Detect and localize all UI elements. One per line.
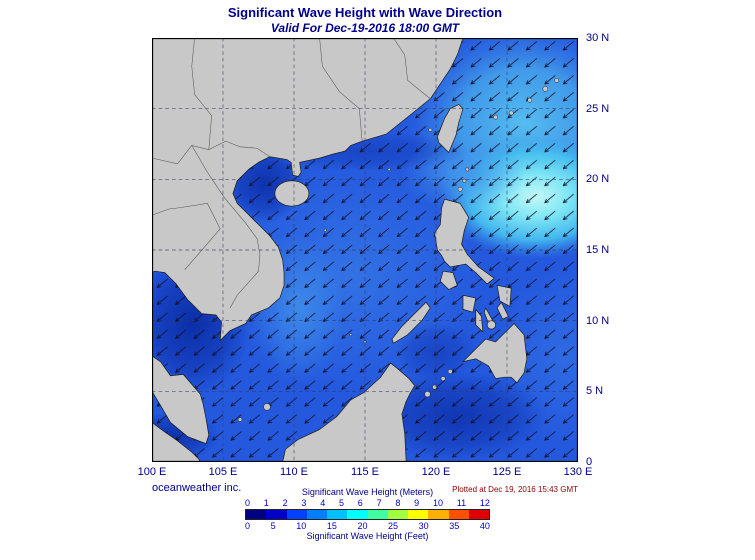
lat-tick-label: 30 N: [586, 32, 610, 44]
colorbar-segment: [468, 510, 489, 519]
colorbar-segment: [266, 510, 287, 519]
lat-tick-label: 5 N: [586, 385, 604, 398]
land-panay: [462, 294, 477, 313]
meters-tick-label: 6: [357, 498, 363, 508]
land-palawan: [391, 301, 431, 344]
feet-tick-label: 5: [270, 521, 276, 531]
meters-tick-label: 7: [376, 498, 382, 508]
credit-text: oceanweather inc.: [152, 482, 242, 494]
land-borneo: [282, 362, 416, 462]
feet-tick-label: 30: [418, 521, 429, 531]
land-malay-peninsula: [152, 355, 210, 444]
land-taiwan: [437, 104, 464, 153]
lon-tick-label: 115 E: [351, 466, 379, 478]
colorbar-segment: [347, 510, 368, 519]
lon-tick-label: 120 E: [421, 466, 451, 478]
lon-tick-label: 100 E: [137, 466, 167, 478]
map-frame-border: [152, 38, 578, 462]
lat-tick-label: 15 N: [586, 244, 610, 256]
colorbar-segment: [367, 510, 388, 519]
land-leyte: [496, 301, 509, 320]
land-sumatra: [152, 422, 201, 462]
legend-feet-ticks: 0 5 10 15 20 25 30 35 40: [245, 521, 490, 531]
colorbar-segment: [408, 510, 429, 519]
lat-tick-label: 0: [586, 456, 593, 468]
feet-tick-label: 15: [326, 521, 337, 531]
feet-tick-label: 10: [296, 521, 307, 531]
land-bohol: [486, 320, 496, 330]
page-subtitle: Valid For Dec-19-2016 18:00 GMT: [270, 21, 460, 35]
meters-tick-label: 4: [320, 498, 326, 508]
meters-tick-label: 12: [479, 498, 490, 508]
plotted-at-text: Plotted at Dec 19, 2016 15:43 GMT: [452, 485, 578, 494]
meters-tick-label: 1: [263, 498, 269, 508]
legend-colorbar: [245, 509, 490, 520]
colorbar-segment: [306, 510, 327, 519]
meters-tick-label: 2: [282, 498, 288, 508]
meters-tick-label: 5: [338, 498, 344, 508]
grid-lines: [152, 38, 578, 462]
legend-meters-label: Significant Wave Height (Meters): [301, 487, 434, 497]
feet-tick-label: 20: [357, 521, 368, 531]
land-samar: [496, 284, 512, 307]
legend-feet-label: Significant Wave Height (Feet): [306, 531, 429, 541]
meters-tick-label: 3: [301, 498, 307, 508]
feet-tick-label: 35: [449, 521, 460, 531]
land-mainland-asia: [152, 38, 464, 341]
colorbar-segment: [327, 510, 348, 519]
feet-tick-label: 25: [388, 521, 399, 531]
map-container: [152, 38, 578, 462]
meters-tick-label: 11: [456, 498, 467, 508]
feet-tick-label: 0: [245, 521, 251, 531]
land-luzon: [434, 198, 495, 285]
legend-meters-ticks: 0 1 2 3 4 5 6 7 8 9 10 11 12: [245, 498, 490, 508]
lon-tick-label: 130 E: [563, 466, 593, 478]
colorbar-segment: [428, 510, 449, 519]
colorbar-segment: [286, 510, 307, 519]
land-small-islands: [237, 78, 560, 422]
lat-tick-label: 25 N: [586, 102, 610, 115]
meters-tick-label: 8: [395, 498, 401, 508]
land-hainan: [274, 180, 310, 207]
lon-tick-label: 110 E: [280, 466, 308, 478]
meters-tick-label: 9: [414, 498, 420, 508]
longitude-axis: 100 E 105 E 110 E 115 E 120 E 125 E 130 E: [138, 466, 593, 480]
land-layer: [152, 38, 560, 462]
wave-map-canvas: [152, 38, 578, 462]
land-mindanao: [462, 323, 528, 384]
header: Significant Wave Height with Wave Direct…: [152, 5, 578, 35]
country-borders: [152, 38, 431, 309]
latitude-axis: 30 N 25 N 20 N 15 N 10 N 5 N 0: [586, 32, 630, 468]
meters-tick-label: 10: [432, 498, 443, 508]
colorbar-segment: [387, 510, 408, 519]
page-title: Significant Wave Height with Wave Direct…: [227, 5, 503, 20]
lat-tick-label: 10 N: [586, 314, 610, 327]
meters-tick-label: 0: [245, 498, 251, 508]
lon-tick-label: 105 E: [208, 466, 238, 478]
land-mindoro: [439, 270, 458, 290]
colorbar-segment: [448, 510, 469, 519]
colorbar-segment: [246, 510, 267, 519]
lon-tick-label: 125 E: [492, 466, 522, 478]
lat-tick-label: 20 N: [586, 173, 610, 186]
feet-tick-label: 40: [479, 521, 490, 531]
